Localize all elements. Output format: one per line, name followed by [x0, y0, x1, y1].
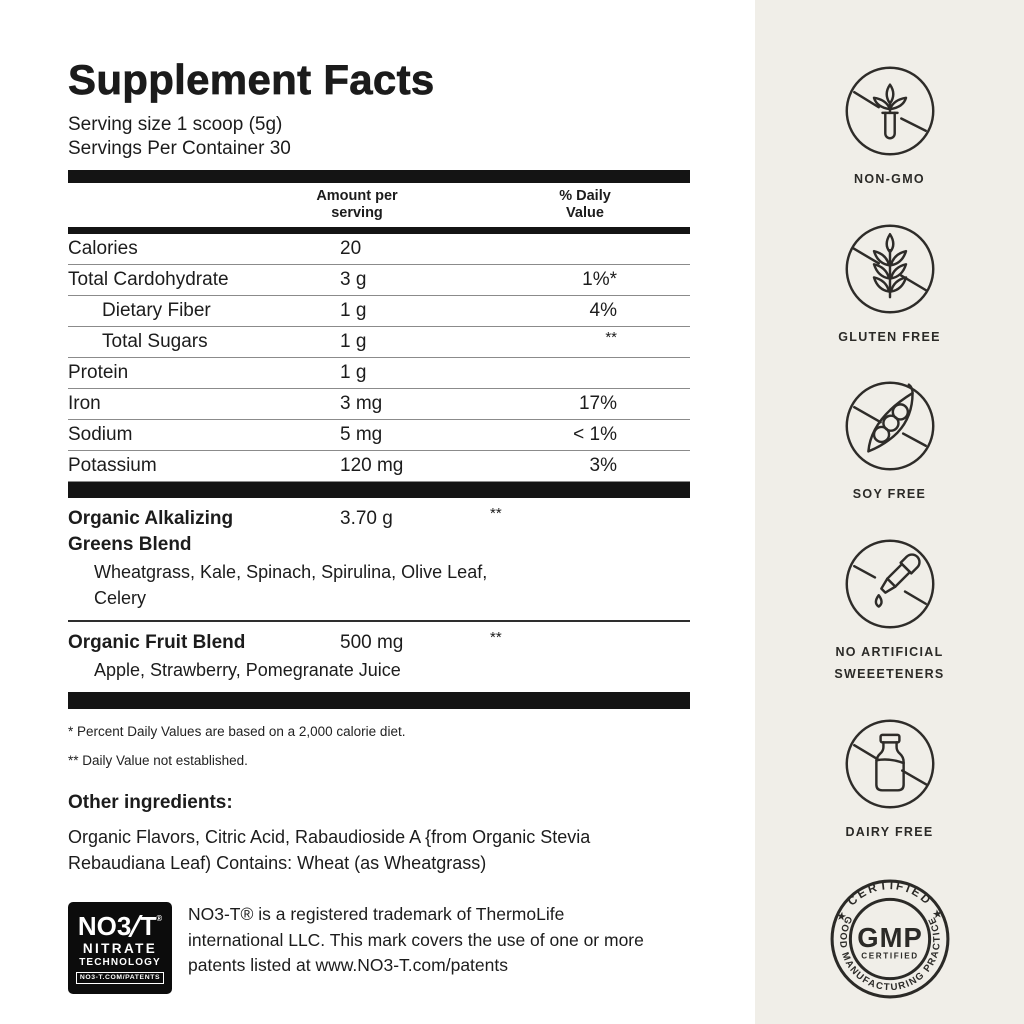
- no3t-logo-t: T: [140, 910, 157, 941]
- dropper-icon: [845, 539, 934, 628]
- badge-gluten-free: GLUTEN FREE: [838, 222, 941, 349]
- greens-blend-amount: 3.70 g: [340, 508, 393, 529]
- table-row-dietary-fiber: Dietary Fiber 1 g 4%: [68, 296, 690, 327]
- divider-bar-thick: [68, 170, 690, 183]
- no3t-logo-technology: TECHNOLOGY: [79, 956, 161, 968]
- badge-label-soy-free: SOY FREE: [852, 487, 927, 501]
- fruit-blend-name: Organic Fruit Blend: [68, 632, 246, 653]
- gmp-seal-icon: ★ CERTIFIED ★ GOOD MANUFACTURING PRACTIC…: [830, 879, 949, 999]
- badge-soy-free: SOY FREE: [843, 379, 937, 506]
- badge-label-dairy-free: DAIRY FREE: [845, 824, 934, 839]
- daily-value-header: % Daily Value: [559, 188, 611, 221]
- no3t-logo-nitrate: NITRATE: [82, 940, 158, 956]
- no3t-logo: NO3 T ® NITRATE TECHNOLOGY NO3-T.COM/PAT…: [68, 902, 172, 994]
- gmp-center-text: GMP: [857, 922, 923, 953]
- greens-blend-name: Organic Alkalizing Greens Blend: [68, 508, 234, 555]
- gmp-certified-seal: ★ CERTIFIED ★ GOOD MANUFACTURING PRACTIC…: [827, 874, 953, 1002]
- greens-blend-ingredients: Wheatgrass, Kale, Spinach, Spirulina, Ol…: [94, 562, 488, 608]
- greens-blend-dv: **: [490, 505, 502, 522]
- table-row-iron: Iron 3 mg 17%: [68, 389, 690, 420]
- other-ingredients-text: Organic Flavors, Citric Acid, Rabaudiosi…: [68, 827, 591, 873]
- no-gmo-plant-icon: [845, 66, 934, 156]
- table-row-calories: Calories 20: [68, 234, 690, 265]
- soy-pod-icon: [845, 381, 934, 471]
- table-row-sodium: Sodium 5 mg < 1%: [68, 420, 690, 451]
- badge-label-gluten-free: GLUTEN FREE: [838, 329, 941, 344]
- table-row-total-sugars: Total Sugars 1 g **: [68, 327, 690, 358]
- fruit-blend-amount: 500 mg: [340, 632, 404, 653]
- footnote-not-established: ** Daily Value not established.: [68, 753, 248, 768]
- footnote-daily-values: * Percent Daily Values are based on a 2,…: [68, 724, 406, 739]
- no3t-logo-main: NO3: [77, 910, 132, 941]
- badge-dairy-free: DAIRY FREE: [843, 717, 937, 844]
- other-ingredients-label: Other ingredients:: [68, 792, 233, 813]
- trademark-text: NO3-T® is a registered trademark of Ther…: [188, 904, 644, 975]
- fruit-blend-ingredients: Apple, Strawberry, Pomegranate Juice: [94, 660, 401, 680]
- table-row-protein: Protein 1 g: [68, 358, 690, 389]
- fruit-blend-section: Organic Fruit Blend 500 mg ** Apple, Str…: [68, 622, 690, 692]
- badge-label-no-artificial-sweeteners: NO ARTIFICIAL SWEEETENERS: [834, 644, 945, 682]
- page-title: Supplement Facts: [68, 56, 435, 104]
- certification-panel: NON-GMO GLUTEN FREE: [755, 0, 1024, 1024]
- wheat-icon: [845, 224, 934, 313]
- registered-mark-icon: ®: [156, 913, 163, 923]
- badge-no-artificial-sweeteners: NO ARTIFICIAL SWEEETENERS: [815, 537, 965, 686]
- servings-per-container-text: Servings Per Container 30: [68, 138, 291, 159]
- badge-label-non-gmo: NON-GMO: [854, 172, 925, 186]
- serving-size-text: Serving size 1 scoop (5g): [68, 114, 283, 135]
- trademark-section: NO3 T ® NITRATE TECHNOLOGY NO3-T.COM/PAT…: [68, 902, 690, 994]
- divider-bar-medium: [68, 227, 690, 234]
- supplement-facts-label: Supplement Facts Serving size 1 scoop (5…: [68, 0, 690, 994]
- divider-bar-thick: [68, 692, 690, 709]
- table-header-row: Amount per serving % Daily Value: [68, 183, 690, 227]
- greens-blend-section: Organic Alkalizing Greens Blend 3.70 g *…: [68, 498, 690, 622]
- badge-non-gmo: NON-GMO: [843, 64, 937, 191]
- milk-bottle-icon: [845, 719, 934, 808]
- fruit-blend-dv: **: [490, 629, 502, 646]
- divider-bar-thick: [68, 482, 690, 498]
- no3t-logo-patents-url: NO3-T.COM/PATENTS: [75, 971, 165, 984]
- amount-per-serving-header: Amount per serving: [316, 188, 398, 221]
- gmp-center-sub-text: CERTIFIED: [861, 951, 918, 960]
- table-row-potassium: Potassium 120 mg 3%: [68, 451, 690, 482]
- table-row-total-carbohydrate: Total Cardohydrate 3 g 1%*: [68, 265, 690, 296]
